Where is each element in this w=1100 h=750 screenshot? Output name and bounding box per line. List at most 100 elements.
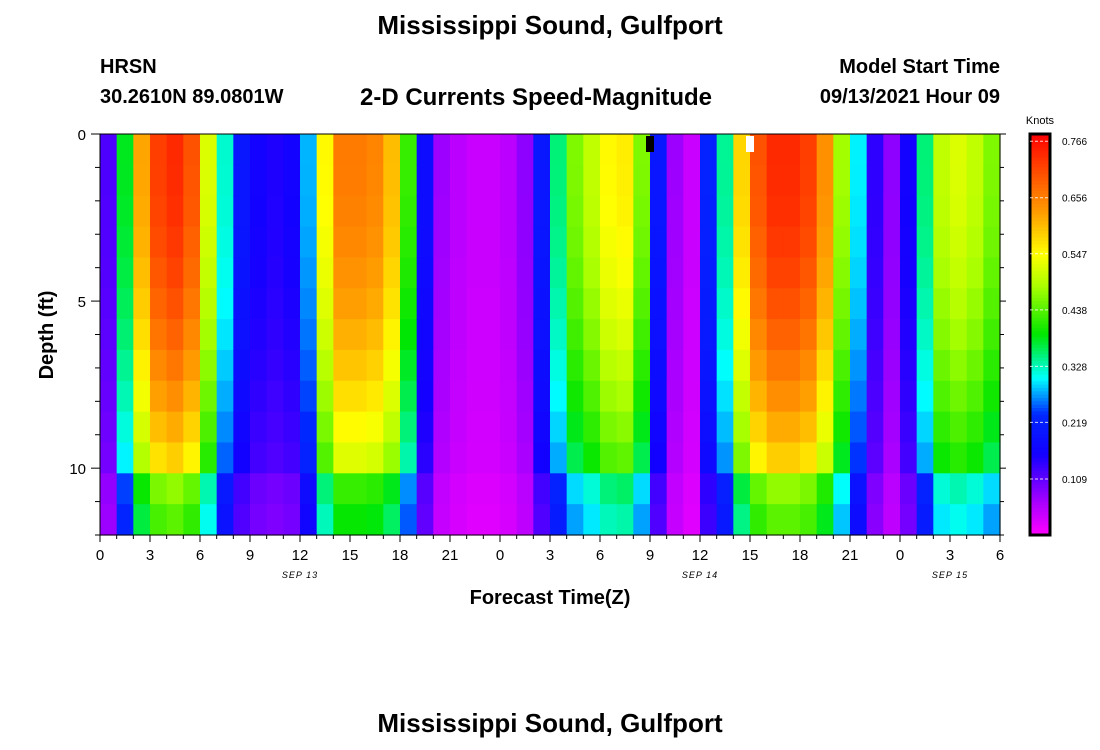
heatmap-cell [983, 257, 1001, 289]
heatmap-cell [416, 380, 434, 413]
heatmap-cell [183, 473, 201, 505]
heatmap-cell [433, 473, 451, 505]
heatmap-cell [966, 257, 984, 289]
heatmap-cell [600, 226, 618, 258]
heatmap-cell [366, 380, 384, 413]
heatmap-cell [416, 257, 434, 289]
heatmap-cell [566, 288, 584, 320]
heatmap-cell [100, 134, 118, 166]
colorbar-swatch [1030, 528, 1050, 533]
heatmap-cell [566, 504, 584, 536]
colorbar-swatch [1030, 281, 1050, 285]
y-axis-label: Depth (ft) [36, 291, 58, 380]
heatmap-cell [500, 380, 518, 413]
heatmap-cell [733, 504, 751, 536]
heatmap-cell [150, 411, 168, 444]
heatmap-cell [833, 442, 851, 474]
colorbar-swatch [1030, 421, 1050, 426]
heatmap-cell [833, 504, 851, 536]
heatmap-cell [366, 319, 384, 351]
heatmap-cell [216, 226, 234, 258]
colorbar-swatch [1030, 291, 1050, 295]
heatmap-cell [283, 288, 301, 320]
heatmap-cell [966, 319, 984, 351]
heatmap-cell [316, 134, 334, 166]
heatmap-cell [350, 164, 368, 197]
heatmap-cell [816, 134, 834, 166]
colorbar-swatch [1030, 384, 1050, 389]
heatmap-cell [333, 164, 351, 197]
heatmap-cell [150, 226, 168, 258]
colorbar-swatch [1030, 514, 1050, 519]
x-axis-label: Forecast Time(Z) [470, 587, 631, 609]
colorbar-swatch [1030, 511, 1050, 516]
colorbar-swatch [1030, 301, 1050, 306]
heatmap-cell [400, 195, 418, 228]
colorbar-swatch [1030, 164, 1050, 169]
heatmap-cell [216, 257, 234, 289]
heatmap-cell [183, 195, 201, 228]
heatmap-cell [550, 349, 568, 382]
heatmap-cell [950, 473, 968, 505]
heatmap-cell [266, 195, 284, 228]
heatmap-cell [833, 349, 851, 382]
heatmap-cell [166, 411, 184, 444]
heatmap-cell [683, 411, 701, 444]
heatmap-cell [650, 288, 668, 320]
heatmap-cell [833, 288, 851, 320]
colorbar-swatch [1030, 471, 1050, 476]
heatmap-cell [500, 195, 518, 228]
heatmap-cell [983, 473, 1001, 505]
heatmap-cell [750, 349, 768, 382]
heatmap-cell [483, 504, 501, 536]
heatmap-cell [766, 134, 784, 166]
heatmap-cell [600, 288, 618, 320]
heatmap-cell [450, 319, 468, 351]
heatmap-cell [416, 226, 434, 258]
heatmap-cell [300, 134, 318, 166]
heatmap-cell [850, 257, 868, 289]
heatmap-cell [300, 473, 318, 505]
heatmap-cell [233, 380, 251, 413]
heatmap-cell [766, 319, 784, 351]
heatmap-cell [483, 380, 501, 413]
heatmap-cell [650, 473, 668, 505]
heatmap-cell [716, 442, 734, 474]
heatmap-cell [516, 411, 534, 444]
heatmap-cell [933, 164, 951, 197]
heatmap-cell [300, 504, 318, 536]
colorbar-swatch [1030, 371, 1050, 376]
x-tick-label: 6 [196, 547, 204, 564]
heatmap-cell [500, 473, 518, 505]
colorbar-swatch [1030, 474, 1050, 479]
heatmap-cell [783, 473, 801, 505]
heatmap-cell [516, 349, 534, 382]
colorbar-swatch [1030, 210, 1050, 215]
heatmap-cell [283, 164, 301, 197]
colorbar-swatch [1030, 458, 1050, 463]
heatmap-cell [900, 411, 918, 444]
heatmap-cell [133, 319, 151, 351]
heatmap-cell [266, 134, 284, 166]
heatmap-cell [366, 504, 384, 536]
heatmap-cell [516, 380, 534, 413]
heatmap-cell [233, 195, 251, 228]
heatmap-cell [966, 134, 984, 166]
heatmap-cell [366, 288, 384, 320]
colorbar-swatch [1030, 377, 1050, 382]
heatmap-cell [916, 319, 934, 351]
x-tick-label: 6 [996, 547, 1004, 564]
heatmap-cell [316, 504, 334, 536]
heatmap-cell [116, 473, 134, 505]
heatmap-cell [733, 164, 751, 197]
heatmap-cell [266, 411, 284, 444]
heatmap-cell [533, 257, 551, 289]
heatmap-cell [950, 257, 968, 289]
heatmap-cell [333, 504, 351, 536]
heatmap-cell [150, 504, 168, 536]
heatmap-cell [816, 349, 834, 382]
colorbar-swatch [1030, 341, 1050, 346]
colorbar-swatch [1030, 294, 1050, 299]
heatmap-cell [866, 380, 884, 413]
heatmap-cell [466, 134, 484, 166]
